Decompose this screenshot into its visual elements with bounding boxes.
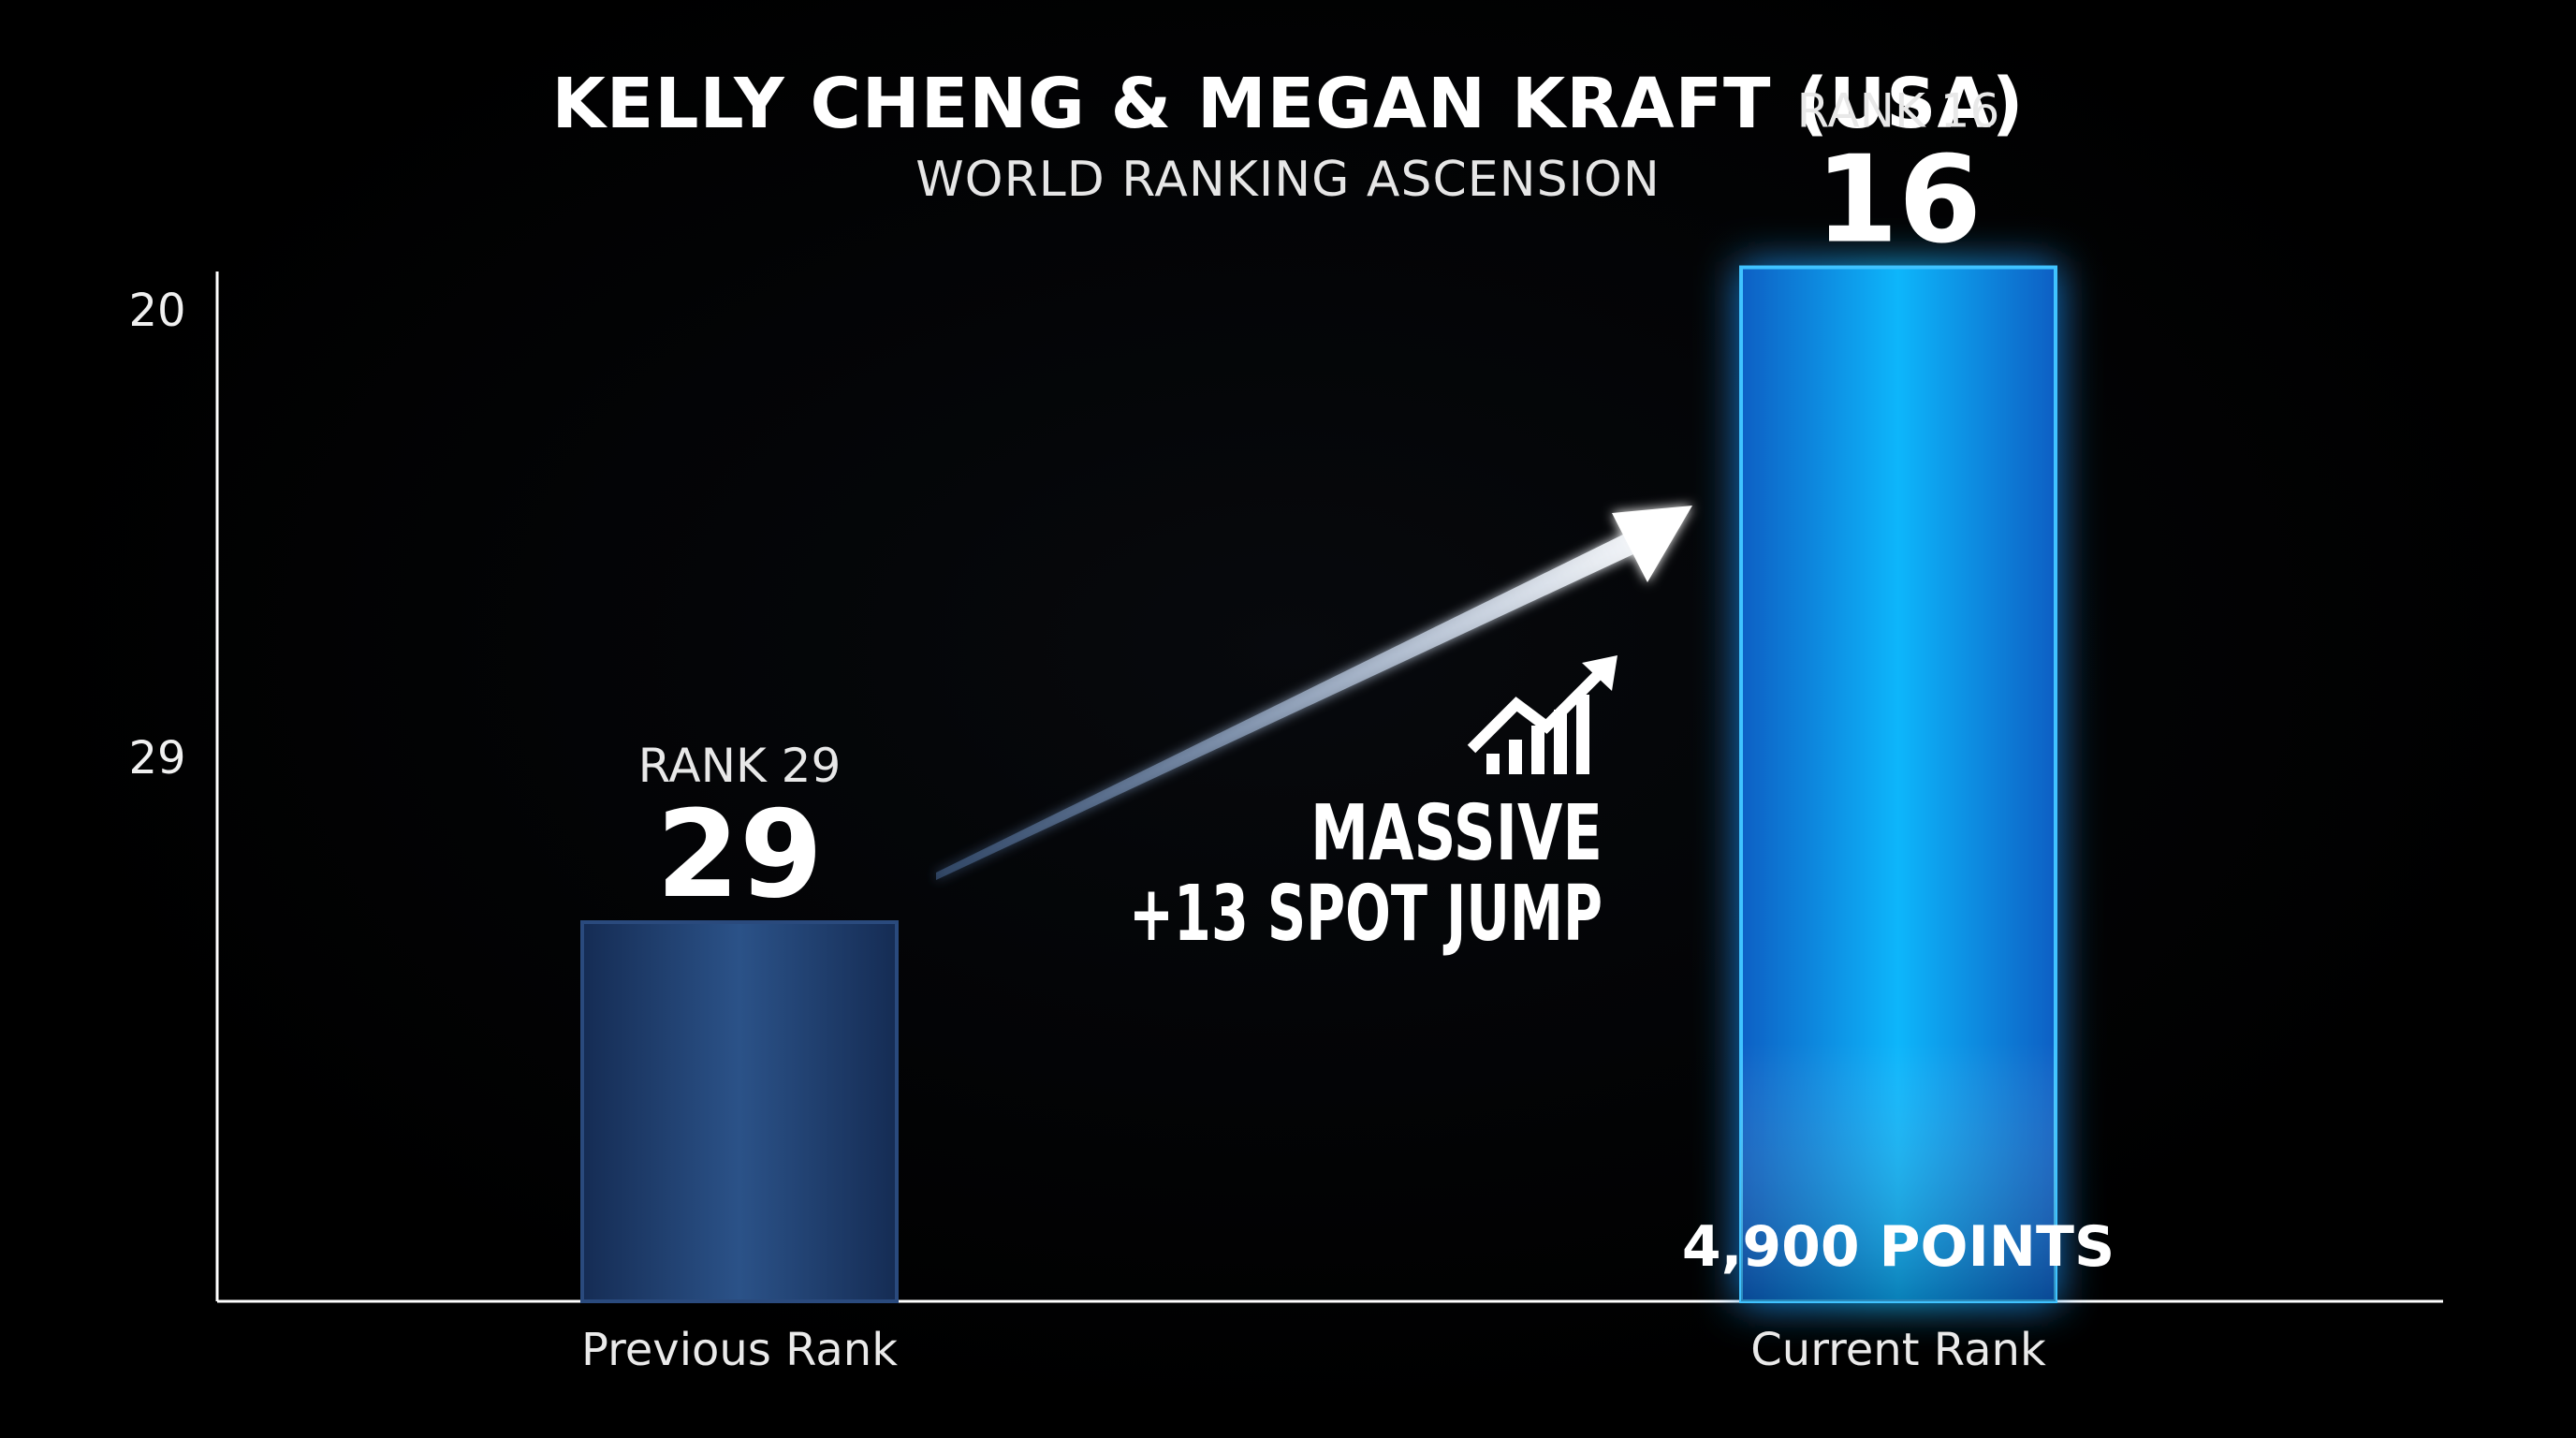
bar-previous-rank <box>580 920 899 1303</box>
chart-title: KELLY CHENG & MEGAN KRAFT (USA) <box>551 64 2025 144</box>
bars <box>580 265 2057 1303</box>
y-tick-label: 20 <box>128 285 185 337</box>
x-category-label: Previous Rank <box>581 1324 898 1376</box>
chart-subtitle: WORLD RANKING ASCENSION <box>915 152 1661 208</box>
points-label: 4,900 POINTS <box>1682 1214 2115 1280</box>
bar-value-label: 16 <box>1815 131 1982 271</box>
bar-value-label: 29 <box>656 785 823 925</box>
y-tick-label: 29 <box>128 732 185 785</box>
x-category-label: Current Rank <box>1750 1324 2046 1376</box>
bar-rank-label: RANK 29 <box>638 739 842 793</box>
trend-arrow <box>936 506 1692 880</box>
bar-current-rank-shade <box>1741 267 2056 1301</box>
bar-rank-label: RANK 16 <box>1797 84 2000 139</box>
annotation-line-2: +13 SPOT JUMP <box>1129 870 1603 959</box>
annotation-line-1: MASSIVE <box>1310 789 1603 878</box>
growth-chart-icon <box>1467 655 1617 774</box>
